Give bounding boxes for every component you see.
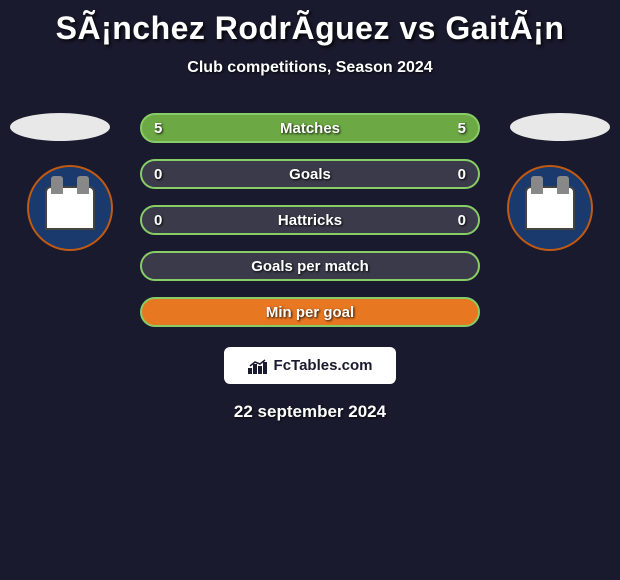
- club-badge-left-inner: [45, 186, 95, 230]
- stat-hattricks-left: 0: [154, 212, 162, 229]
- branding-text: FcTables.com: [274, 357, 373, 374]
- stat-row-matches: 5 Matches 5: [140, 113, 480, 143]
- branding-box[interactable]: FcTables.com: [224, 347, 397, 384]
- player-left-placeholder: [10, 113, 110, 141]
- stat-goals-left: 0: [154, 166, 162, 183]
- stat-matches-right: 5: [458, 120, 466, 137]
- stat-row-hattricks: 0 Hattricks 0: [140, 205, 480, 235]
- stat-row-mpg: Min per goal: [140, 297, 480, 327]
- club-badge-left: [27, 165, 113, 251]
- page-title: SÃ¡nchez RodrÃ­guez vs GaitÃ¡n: [56, 10, 565, 47]
- player-right-placeholder: [510, 113, 610, 141]
- stat-matches-label: Matches: [280, 120, 340, 137]
- comparison-area: 5 Matches 5 0 Goals 0 0 Hattricks 0 Goal…: [0, 105, 620, 325]
- chart-icon: [248, 358, 268, 374]
- stat-hattricks-right: 0: [458, 212, 466, 229]
- stat-mpg-label: Min per goal: [266, 304, 354, 321]
- stat-row-goals: 0 Goals 0: [140, 159, 480, 189]
- stat-row-gpm: Goals per match: [140, 251, 480, 281]
- stat-rows: 5 Matches 5 0 Goals 0 0 Hattricks 0 Goal…: [140, 113, 480, 327]
- stat-goals-label: Goals: [289, 166, 331, 183]
- stat-hattricks-label: Hattricks: [278, 212, 342, 229]
- stat-gpm-label: Goals per match: [251, 258, 369, 275]
- stat-goals-right: 0: [458, 166, 466, 183]
- stat-matches-left: 5: [154, 120, 162, 137]
- page-subtitle: Club competitions, Season 2024: [187, 59, 432, 77]
- club-badge-right: [507, 165, 593, 251]
- footer-date: 22 september 2024: [234, 402, 386, 422]
- club-badge-right-inner: [525, 186, 575, 230]
- comparison-infographic: SÃ¡nchez RodrÃ­guez vs GaitÃ¡n Club comp…: [0, 0, 620, 432]
